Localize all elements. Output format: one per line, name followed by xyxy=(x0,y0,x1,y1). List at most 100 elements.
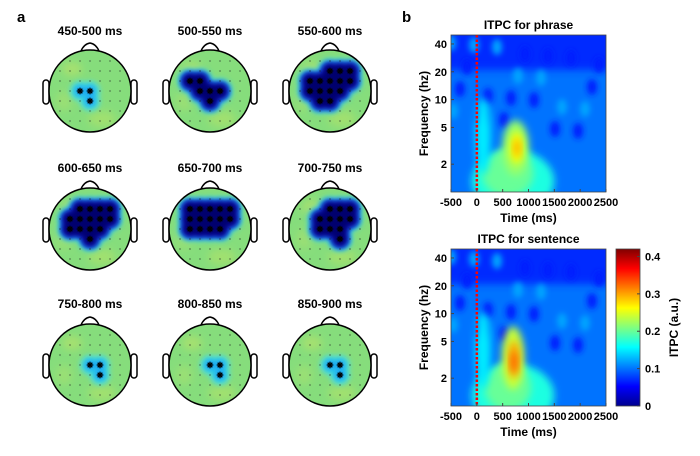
electrode-dot xyxy=(299,344,301,346)
electrode-dot xyxy=(119,354,121,356)
significant-electrode-marker xyxy=(106,205,114,213)
electrode-dot xyxy=(99,120,101,122)
electrode-dot xyxy=(209,80,211,82)
electrode-dot xyxy=(229,258,231,260)
electrode-dot xyxy=(219,110,221,112)
electrode-dot xyxy=(59,100,61,102)
electrode-dot xyxy=(59,228,61,230)
y-tick-label: 20 xyxy=(435,281,447,293)
electrode-dot xyxy=(199,248,201,250)
electrode-dot xyxy=(109,258,111,260)
significant-electrode-marker xyxy=(86,97,94,105)
electrode-dot xyxy=(109,120,111,122)
significant-electrode-marker xyxy=(76,225,84,233)
significant-electrode-marker xyxy=(216,361,224,369)
electrode-dot xyxy=(109,60,111,62)
significant-electrode-marker xyxy=(216,225,224,233)
electrode-dot xyxy=(119,70,121,72)
electrode-dot xyxy=(89,70,91,72)
electrode-dot xyxy=(239,354,241,356)
significant-electrode-marker xyxy=(336,77,344,85)
electrode-dot xyxy=(89,248,91,250)
heatmap-region xyxy=(462,59,472,75)
significant-electrode-marker xyxy=(86,215,94,223)
electrode-dot xyxy=(349,334,351,336)
heatmap-region xyxy=(520,46,530,62)
electrode-dot xyxy=(359,218,361,220)
electrode-dot xyxy=(79,334,81,336)
topoplot: 850-900 ms xyxy=(282,297,378,407)
itpc-phrase-plot: ITPC for phrase -500 0 500 1000 1500 2000 2500 2… xyxy=(417,18,618,225)
electrode-dot xyxy=(99,100,101,102)
heatmap-region xyxy=(529,306,539,322)
electrode-dot xyxy=(319,248,321,250)
electrode-dot xyxy=(189,60,191,62)
electrode-dot xyxy=(359,344,361,346)
electrode-dot xyxy=(179,374,181,376)
heatmap xyxy=(451,249,606,406)
significant-electrode-marker xyxy=(186,225,194,233)
heatmap-region xyxy=(506,90,516,106)
electrode-dot xyxy=(229,110,231,112)
electrode-dot xyxy=(219,334,221,336)
electrode-dot xyxy=(299,228,301,230)
significant-electrode-marker xyxy=(326,87,334,95)
significant-electrode-marker xyxy=(76,205,84,213)
electrode-dot xyxy=(79,198,81,200)
significant-electrode-marker xyxy=(96,361,104,369)
heatmap-region xyxy=(492,39,502,55)
electrode-dot xyxy=(69,100,71,102)
electrode-dot xyxy=(229,80,231,82)
electrode-dot xyxy=(209,384,211,386)
right-ear-outline xyxy=(130,217,138,243)
electrode-dot xyxy=(309,334,311,336)
electrode-dot xyxy=(359,374,361,376)
electrode-dot xyxy=(319,384,321,386)
electrode-dot xyxy=(219,394,221,396)
electrode-dot xyxy=(99,334,101,336)
electrode-dot xyxy=(229,374,231,376)
significant-electrode-marker xyxy=(196,215,204,223)
electrode-dot xyxy=(69,394,71,396)
significant-electrode-marker xyxy=(216,205,224,213)
topoplot-title: 800-850 ms xyxy=(178,297,243,311)
electrode-dot xyxy=(69,238,71,240)
electrode-dot xyxy=(89,120,91,122)
electrode-dot xyxy=(349,228,351,230)
electrode-dot xyxy=(359,364,361,366)
electrode-dot xyxy=(59,208,61,210)
significant-electrode-marker xyxy=(316,225,324,233)
significant-electrode-marker xyxy=(226,215,234,223)
electrode-dot xyxy=(199,334,201,336)
electrode-dot xyxy=(349,258,351,260)
nose-outline xyxy=(200,42,220,52)
significant-electrode-marker xyxy=(66,215,74,223)
electrode-dot xyxy=(59,218,61,220)
heatmap-region xyxy=(506,304,516,320)
electrode-dot xyxy=(229,334,231,336)
electrode-dot xyxy=(189,248,191,250)
electrode-dot xyxy=(309,248,311,250)
electrode-dot xyxy=(109,70,111,72)
electrode-dot xyxy=(349,394,351,396)
significant-electrode-marker xyxy=(96,205,104,213)
significant-electrode-marker xyxy=(316,97,324,105)
electrode-dot xyxy=(209,258,211,260)
significant-electrode-marker xyxy=(206,215,214,223)
significant-electrode-marker xyxy=(216,87,224,95)
electrode-dot xyxy=(119,218,121,220)
nose-outline xyxy=(80,316,100,326)
significant-electrode-marker xyxy=(346,205,354,213)
electrode-dot xyxy=(89,394,91,396)
topoplot: 700-750 ms xyxy=(282,161,378,271)
electrode-dot xyxy=(299,248,301,250)
itpc-sentence-plot: ITPC for sentence -500 0 500 1000 1500 2000 250… xyxy=(417,232,618,439)
electrode-dot xyxy=(359,110,361,112)
electrode-dot xyxy=(229,248,231,250)
electrode-dot xyxy=(209,60,211,62)
electrode-dot xyxy=(59,384,61,386)
electrode-dot xyxy=(309,344,311,346)
electrode-dot xyxy=(59,354,61,356)
heatmap-region xyxy=(566,264,576,280)
significant-electrode-marker xyxy=(316,215,324,223)
